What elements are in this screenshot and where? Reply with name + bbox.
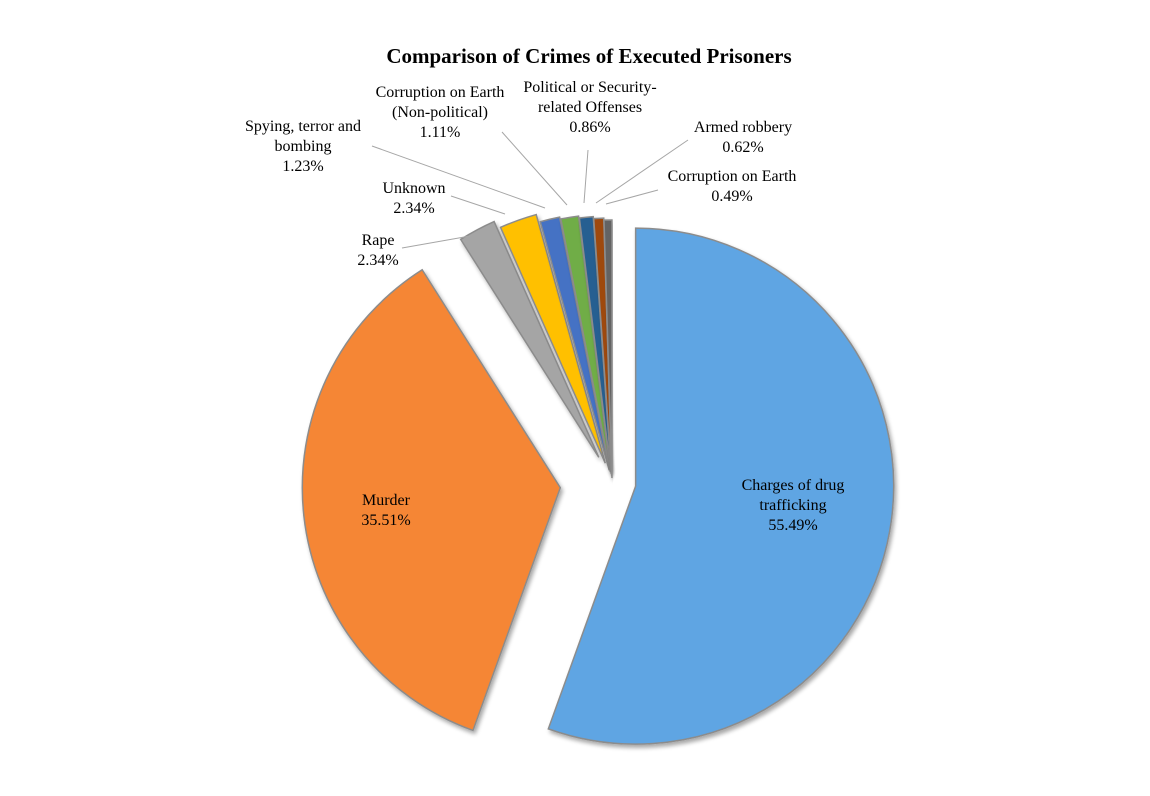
pie-slice	[559, 215, 612, 473]
pie-slice	[547, 227, 895, 745]
data-label: Armed robbery 0.62%	[694, 119, 792, 156]
leader-lines	[371, 131, 689, 249]
data-label: Corruption on Earth 0.49%	[668, 168, 797, 205]
data-label: Spying, terror and bombing 1.23%	[245, 118, 361, 175]
data-label: Charges of drug trafficking 55.49%	[742, 477, 845, 534]
data-label: Unknown 2.34%	[382, 180, 445, 217]
leader-line	[501, 131, 568, 206]
pie-slice	[499, 213, 606, 464]
pie-slice	[592, 217, 613, 477]
leader-line	[595, 139, 689, 204]
data-label: Murder 35.51%	[361, 492, 410, 529]
pie-slice	[539, 216, 610, 471]
leader-line	[401, 235, 471, 249]
pie-slice	[603, 219, 613, 479]
pie-slice	[578, 215, 612, 475]
data-label: Rape 2.34%	[357, 232, 398, 269]
data-labels: Charges of drug trafficking 55.49% Murder 35…	[245, 79, 844, 534]
pie-slices	[301, 213, 895, 745]
leader-line	[583, 149, 589, 204]
leader-line	[605, 189, 659, 205]
data-label: Corruption on Earth (Non-political) 1.11%	[376, 84, 505, 141]
data-label: Political or Security-related Offenses 0.…	[523, 79, 656, 136]
pie-slice	[459, 220, 600, 458]
pie-slice	[301, 268, 562, 732]
leader-line	[371, 145, 546, 209]
chart-title: Comparison of Crimes of Executed Prisone…	[386, 44, 791, 68]
leader-line	[450, 195, 506, 215]
